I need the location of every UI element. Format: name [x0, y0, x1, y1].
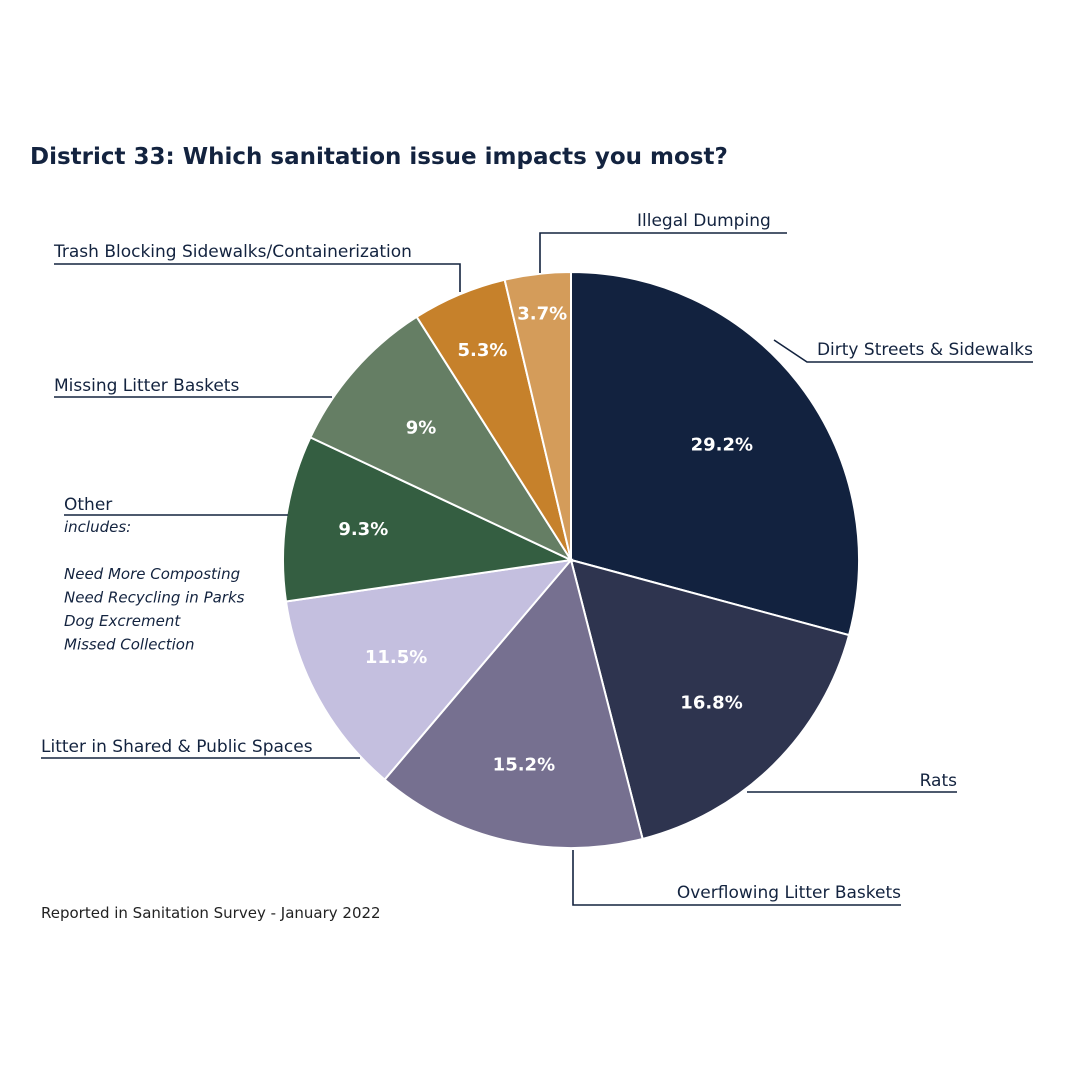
other-note-item: Dog Excrement [64, 612, 181, 630]
category-label-dirty-streets-sidewalks: Dirty Streets & Sidewalks [817, 340, 1033, 360]
leader-line-illegal-dumping [539, 232, 787, 273]
pie-slice-illegal-dumping [503, 270, 572, 561]
chart-title: District 33: Which sanitation issue impa… [30, 144, 728, 170]
percent-label-rats: 16.8% [680, 692, 742, 713]
percent-label-other: 9.3% [338, 519, 388, 540]
leader-line-overflowing-litter-baskets [572, 850, 901, 906]
pie-slice-other [282, 436, 575, 603]
other-note-item: Missed Collection [64, 636, 194, 654]
category-labels: Dirty Streets & Sidewalks Rats Overflowing… [41, 211, 1033, 903]
pie-slice-rats [569, 558, 851, 841]
other-note: includes: Need More Composting Need Recycl… [64, 518, 245, 654]
percent-label-litter-in-shared-public-spaces: 11.5% [365, 647, 427, 668]
pie-slice-overflowing-litter-baskets [383, 557, 644, 849]
category-label-litter-in-shared-public-spaces: Litter in Shared & Public Spaces [41, 737, 313, 757]
category-label-overflowing-litter-baskets: Overflowing Litter Baskets [677, 883, 901, 903]
percent-label-overflowing-litter-baskets: 15.2% [493, 755, 555, 776]
pie-slice-dirty-streets-sidewalks [570, 270, 860, 637]
pie-slice-litter-in-shared-public-spaces [284, 558, 574, 781]
other-note-item: Need More Composting [64, 565, 240, 583]
category-label-missing-litter-baskets: Missing Litter Baskets [54, 376, 239, 396]
percent-label-dirty-streets-sidewalks: 29.2% [691, 434, 753, 455]
leader-line-dirty-streets-sidewalks [773, 339, 1033, 363]
category-label-other: Other [64, 495, 112, 515]
pie-slices [282, 270, 860, 849]
category-label-trash-blocking-sidewalks-containerization: Trash Blocking Sidewalks/Containerizatio… [53, 242, 412, 262]
percent-label-illegal-dumping: 3.7% [517, 304, 567, 325]
other-note-heading: includes: [64, 518, 131, 536]
leader-line-trash-blocking-sidewalks-containerization [54, 263, 461, 292]
percent-label-missing-litter-baskets: 9% [406, 418, 437, 439]
percent-label-trash-blocking-sidewalks-containerization: 5.3% [457, 340, 507, 361]
source-note: Reported in Sanitation Survey - January … [41, 904, 381, 922]
pie-slice-missing-litter-baskets [309, 315, 574, 563]
category-label-illegal-dumping: Illegal Dumping [637, 211, 771, 231]
leader-lines [41, 232, 1033, 906]
category-label-rats: Rats [920, 771, 958, 791]
other-note-item: Need Recycling in Parks [64, 589, 245, 607]
percent-labels: 29.2% 16.8% 15.2% 11.5% 9.3% 9% 5.3% 3.7% [338, 304, 753, 776]
